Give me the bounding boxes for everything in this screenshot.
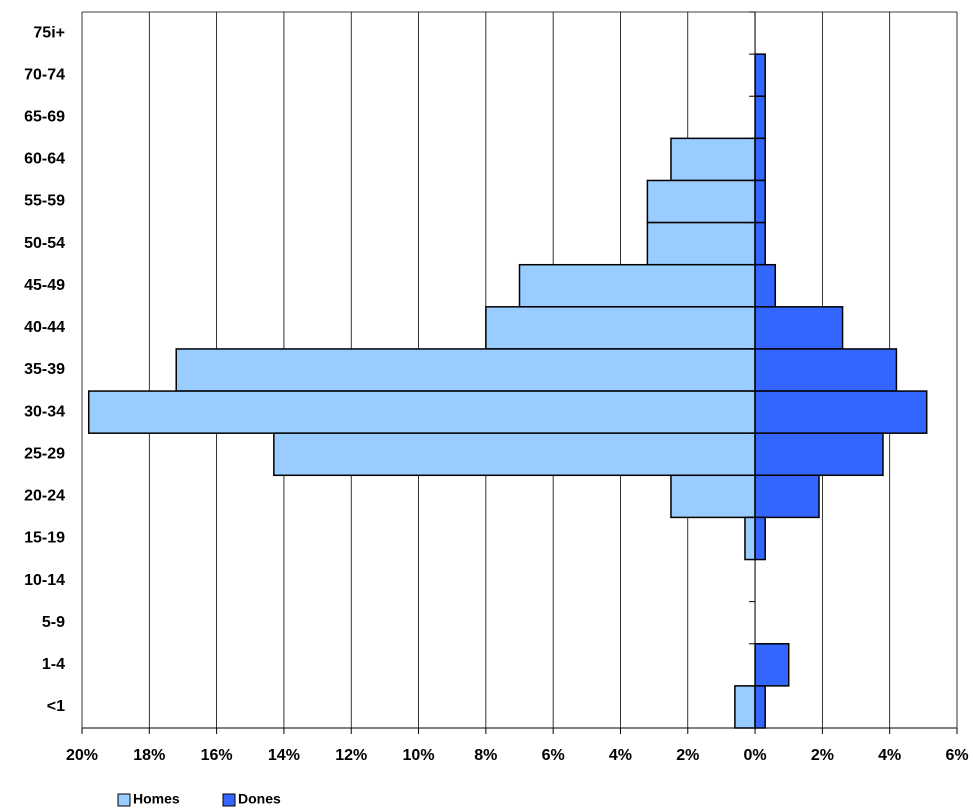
x-tick-label: 14%: [268, 747, 300, 764]
bar: [754, 685, 766, 729]
y-tick-label: 45-49: [24, 277, 65, 294]
x-tick-label: 4%: [878, 747, 901, 764]
legend-swatch: [117, 793, 131, 807]
legend-swatch: [222, 793, 236, 807]
x-tick-label: 10%: [403, 747, 435, 764]
y-tick-label: 25-29: [24, 445, 65, 462]
y-tick-label: 1-4: [42, 656, 65, 673]
y-tick-label: 10-14: [24, 572, 65, 589]
y-tick-label: 30-34: [24, 403, 65, 420]
x-tick-label: 0%: [744, 747, 767, 764]
x-tick-label: 4%: [609, 747, 632, 764]
bar: [754, 432, 884, 477]
legend-label: Dones: [238, 791, 281, 807]
x-tick-label: 2%: [811, 747, 834, 764]
bar: [754, 516, 766, 561]
bar: [754, 53, 766, 97]
bar: [87, 390, 756, 434]
bar: [754, 474, 820, 519]
x-tick-label: 16%: [201, 747, 233, 764]
y-tick-label: 5-9: [42, 614, 65, 631]
y-tick-label: 15-19: [24, 530, 65, 547]
x-tick-label: 20%: [66, 747, 98, 764]
y-tick-label: 65-69: [24, 109, 65, 126]
y-tick-label: 20-24: [24, 488, 65, 505]
x-tick-label: 8%: [474, 747, 497, 764]
bar: [754, 348, 898, 392]
bar: [646, 221, 756, 266]
y-tick-label: 55-59: [24, 193, 65, 210]
bar: [744, 516, 756, 561]
bar: [175, 348, 756, 392]
bar: [734, 685, 756, 729]
bar: [754, 306, 844, 350]
x-tick-label: 18%: [133, 747, 165, 764]
bar: [754, 390, 928, 434]
bar: [754, 643, 790, 687]
y-tick-label: 75i+: [33, 24, 65, 41]
bar: [646, 179, 756, 224]
x-tick-label: 12%: [335, 747, 367, 764]
bar: [754, 179, 766, 224]
y-tick-label: 40-44: [24, 319, 65, 336]
bar: [754, 95, 766, 140]
y-tick-label: 70-74: [24, 66, 65, 83]
y-tick-label: 50-54: [24, 235, 65, 252]
bar: [273, 432, 756, 477]
y-tick-label: 35-39: [24, 361, 65, 378]
bar: [670, 474, 756, 519]
y-tick-label: 60-64: [24, 151, 65, 168]
x-tick-label: 6%: [945, 747, 968, 764]
legend-label: Homes: [133, 791, 180, 807]
x-tick-label: 6%: [542, 747, 565, 764]
bar: [670, 137, 756, 182]
bar: [754, 263, 777, 308]
x-tick-label: 2%: [676, 747, 699, 764]
bar: [485, 306, 756, 350]
y-tick-label: <1: [47, 698, 65, 715]
bar: [518, 263, 756, 308]
bar: [754, 221, 766, 266]
bar: [754, 137, 766, 182]
